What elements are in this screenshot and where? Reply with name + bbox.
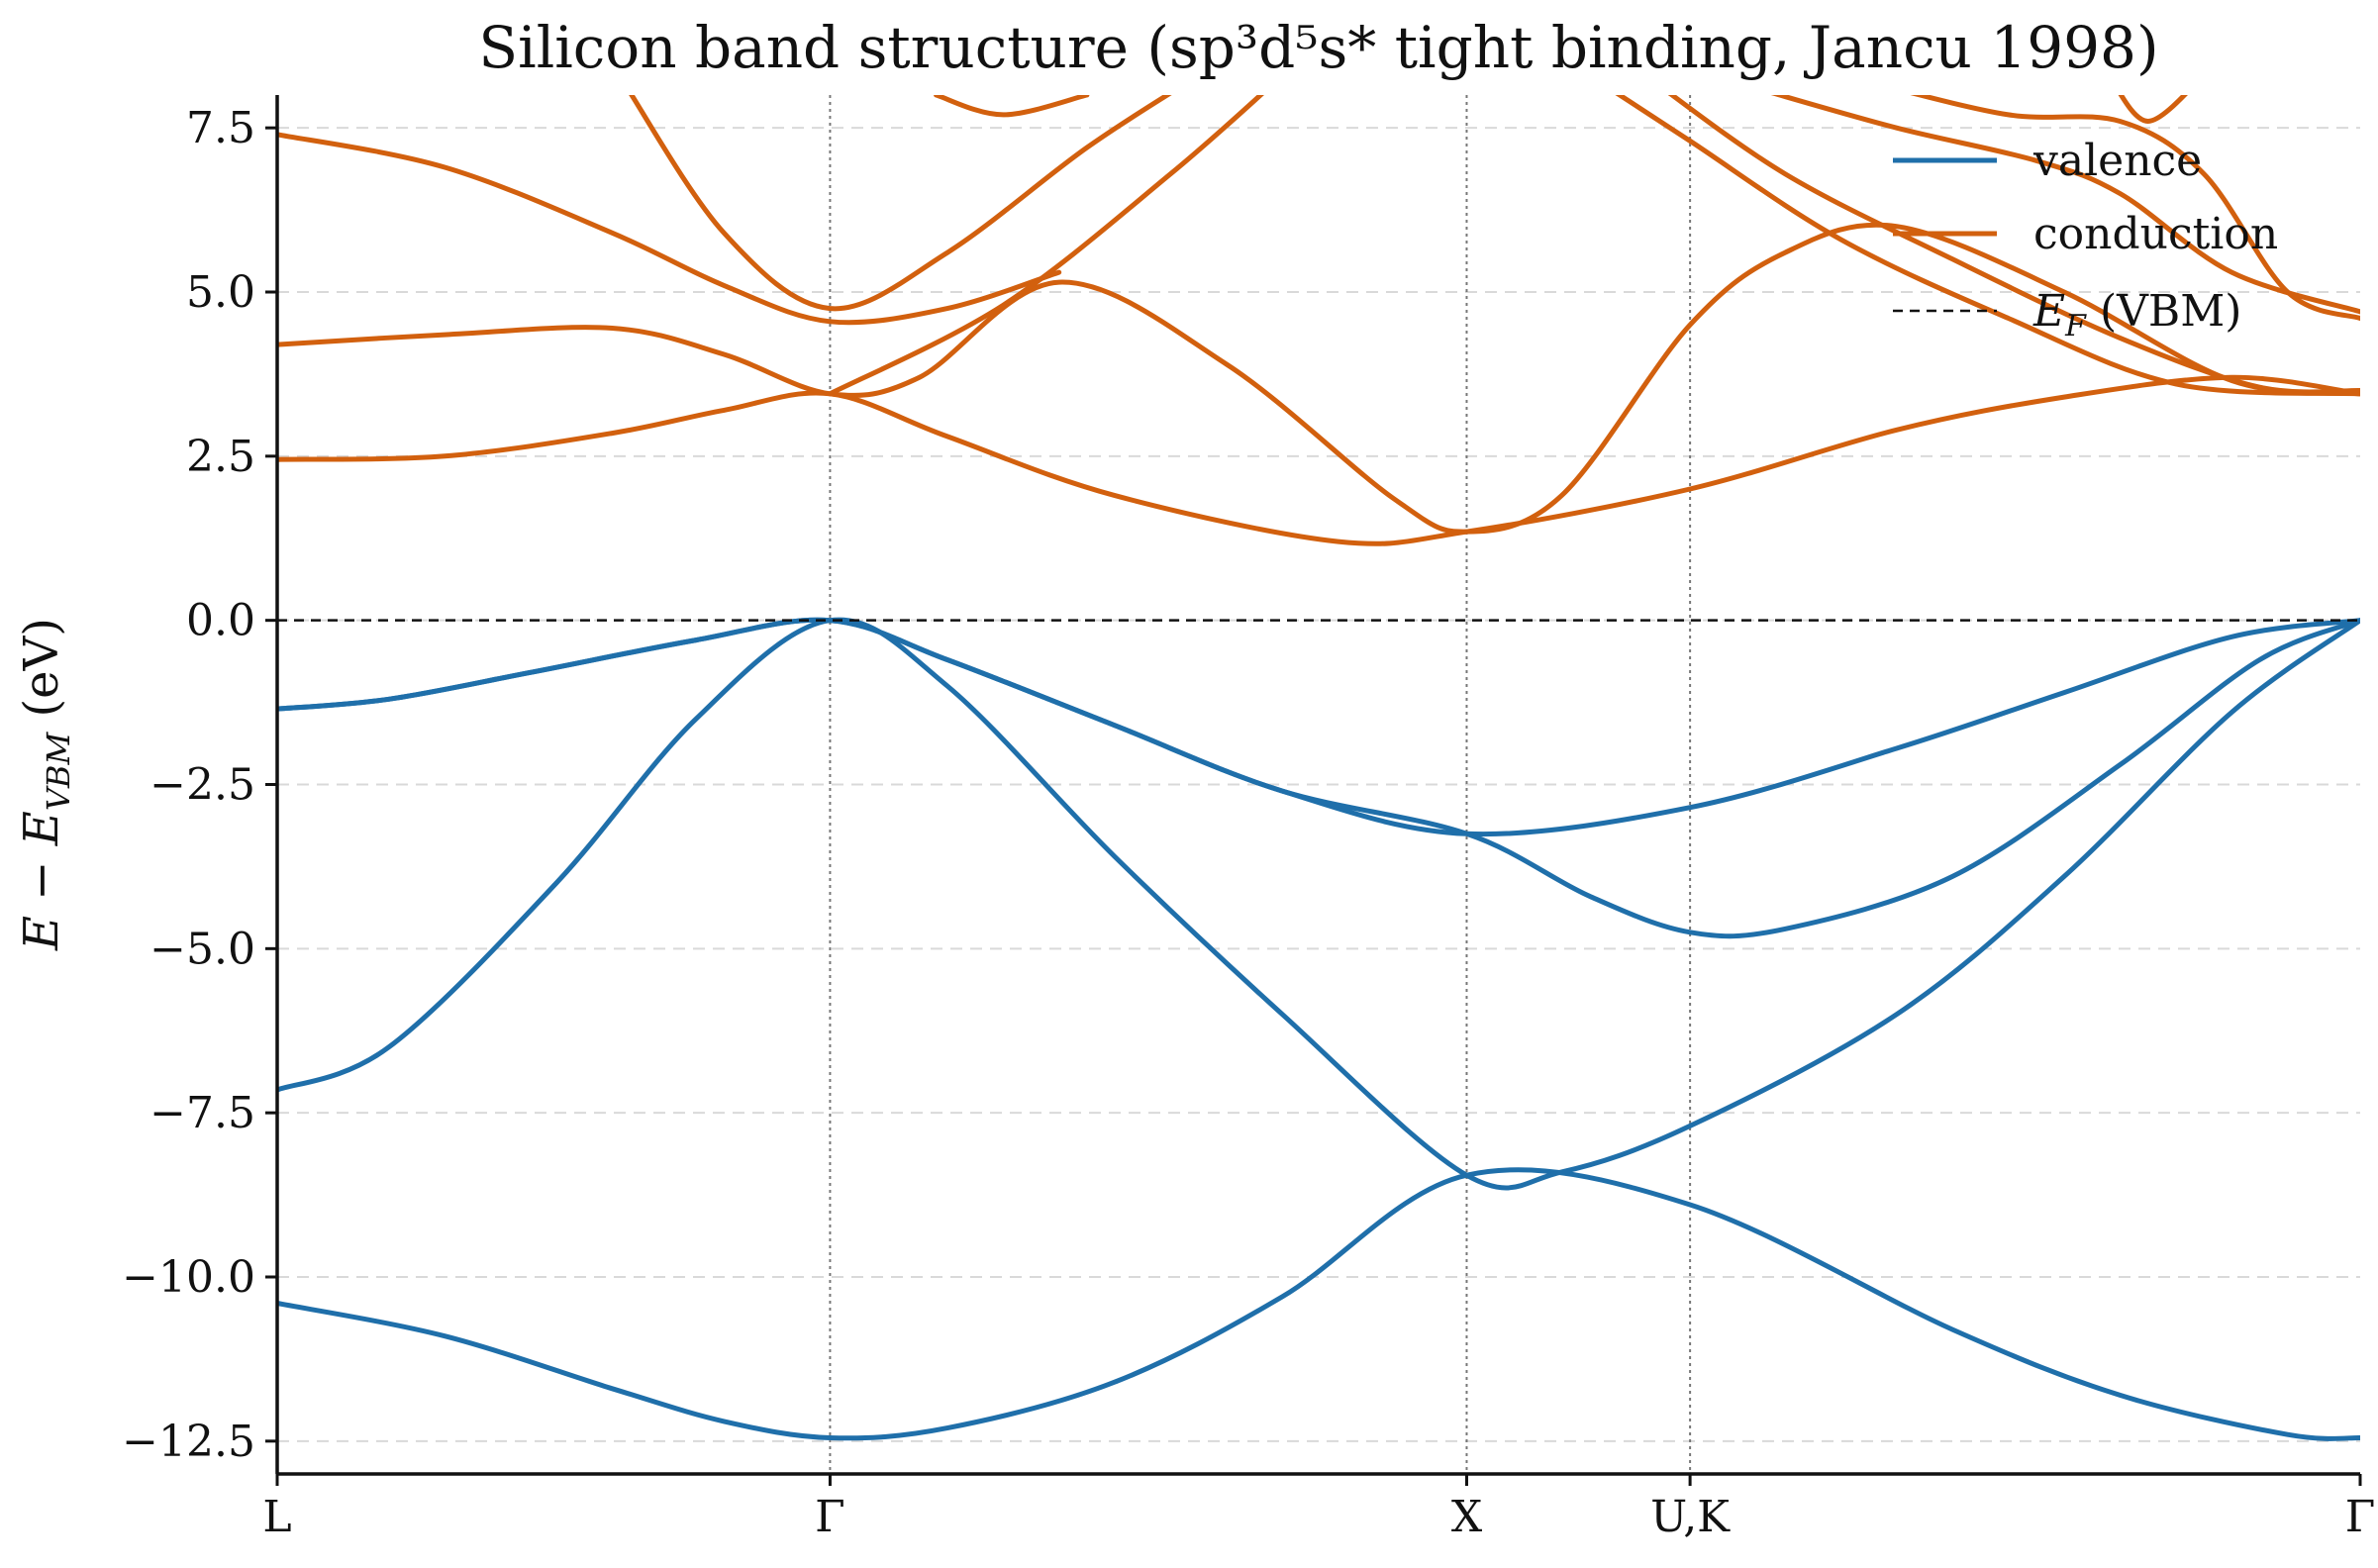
conduction-band: [1667, 95, 2360, 395]
x-tick-label: Γ: [815, 1492, 845, 1542]
ylabel-sub: VBM: [40, 732, 77, 812]
conduction-band: [277, 132, 1062, 326]
conduction-band: [2118, 95, 2188, 124]
valence-band: [277, 617, 2360, 939]
valence-band: [277, 617, 2360, 1191]
legend-label-valence: valence: [2032, 136, 2202, 186]
conduction-band: [277, 222, 2360, 535]
y-tick-label: 7.5: [186, 103, 255, 153]
ylabel-main: E − E: [14, 811, 69, 951]
y-tick-label: −5.0: [149, 924, 255, 974]
conduction-band: [1615, 95, 2360, 397]
fermi-label-main: E: [2032, 286, 2065, 337]
legend-label-fermi: EF (VBM): [2032, 286, 2241, 343]
ylabel-unit: (eV): [14, 618, 69, 733]
conduction-band: [277, 374, 2360, 546]
fermi-label-rest: (VBM): [2086, 286, 2241, 337]
fermi-label-sub: F: [2064, 309, 2087, 343]
legend: valence conduction EF (VBM): [1893, 136, 2278, 343]
y-tick-label: 0.0: [186, 596, 255, 646]
y-tick-label: −10.0: [122, 1252, 255, 1303]
grid-lines: [277, 127, 2360, 1442]
y-tick-label: −7.5: [149, 1088, 255, 1138]
y-ticks: 7.5 5.0 2.5 0.0 −2.5 −5.0 −7.5 −10.0 −12.5: [122, 103, 277, 1467]
conduction-band: [934, 95, 1090, 118]
chart-title: Silicon band structure (sp³d⁵s* tight bi…: [478, 14, 2158, 81]
y-tick-label: 5.0: [186, 267, 255, 318]
y-tick-label: −2.5: [149, 760, 255, 811]
x-tick-label: L: [262, 1492, 291, 1542]
conduction-band: [629, 95, 1172, 312]
y-axis-label: E − EVBM (eV): [14, 618, 77, 951]
x-ticks: L Γ X U,K Γ: [262, 1474, 2375, 1542]
x-tick-label: Γ: [2345, 1492, 2376, 1542]
x-tick-label: U,K: [1650, 1492, 1731, 1542]
valence-band: [277, 1167, 2360, 1441]
conduction-band: [1910, 95, 2360, 321]
y-tick-label: −12.5: [122, 1417, 255, 1467]
conduction-band: [827, 95, 1264, 397]
conduction-band: [1770, 95, 2360, 315]
legend-label-conduction: conduction: [2033, 209, 2278, 259]
y-tick-label: 2.5: [186, 432, 255, 482]
x-tick-label: X: [1451, 1492, 1483, 1542]
band-curves: [277, 95, 2360, 1441]
